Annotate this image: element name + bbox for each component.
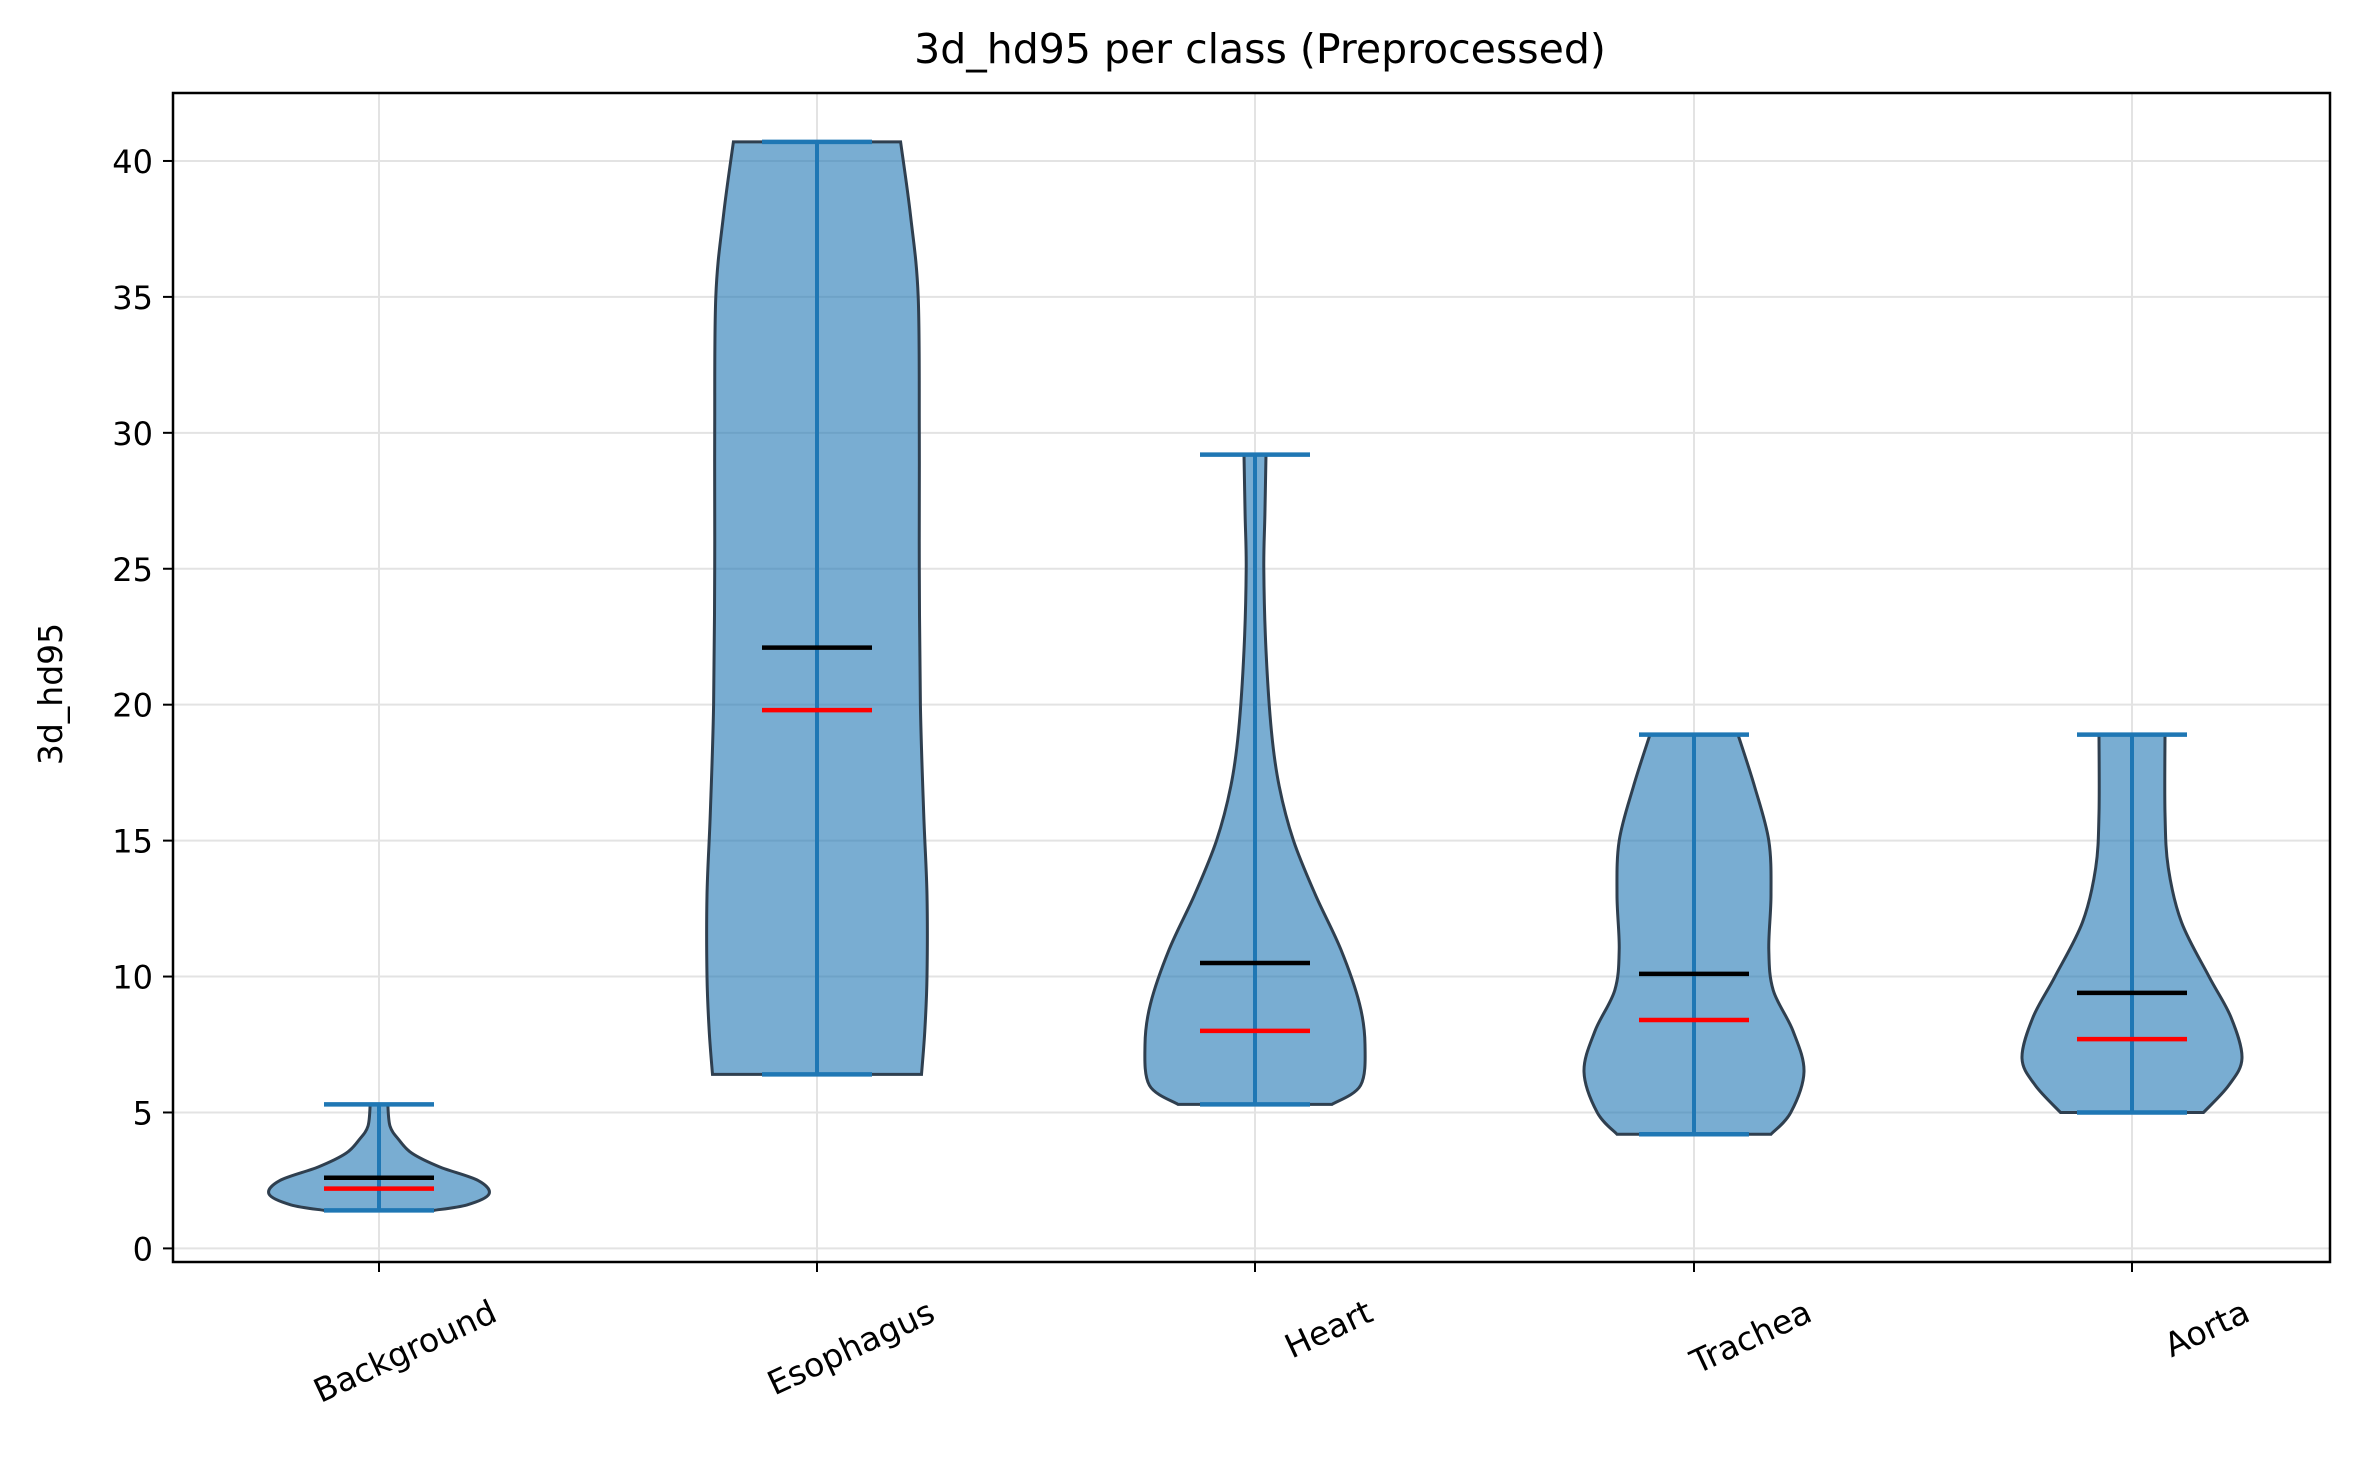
- y-tick-label: 5: [133, 1094, 153, 1132]
- plot-frame: [171, 91, 2332, 1264]
- violin-aorta: [2020, 732, 2244, 1115]
- y-tick-label: 10: [112, 959, 153, 997]
- y-tick-label: 40: [112, 143, 153, 181]
- y-tick-label: 30: [112, 415, 153, 453]
- y-axis-label: 3d_hd95: [31, 623, 70, 765]
- violin-esophagus: [705, 139, 929, 1077]
- y-tick-label: 35: [112, 279, 153, 317]
- violin-trachea: [1582, 732, 1806, 1137]
- chart-title: 3d_hd95 per class (Preprocessed): [914, 25, 1606, 73]
- violin-heart: [1143, 452, 1367, 1107]
- violin-background: [267, 1102, 491, 1213]
- violin-layer: [267, 139, 2244, 1213]
- y-tick-label: 25: [112, 551, 153, 589]
- y-tick-label: 20: [112, 687, 153, 725]
- y-tick-label: 0: [133, 1230, 153, 1268]
- y-tick-label: 15: [112, 823, 153, 861]
